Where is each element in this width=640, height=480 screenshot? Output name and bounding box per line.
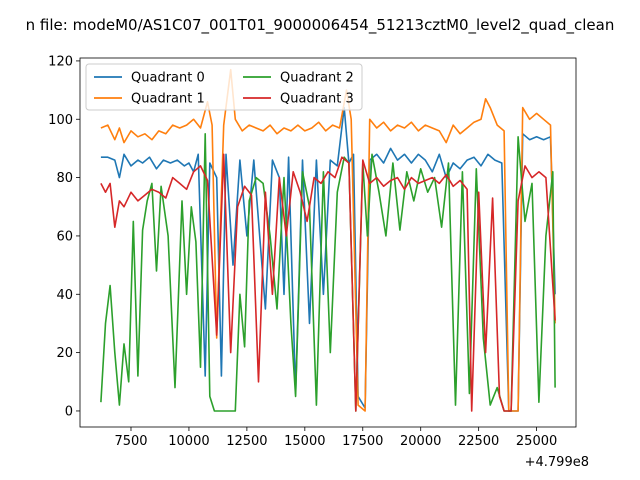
series-line-quadrant-2 — [100, 133, 556, 412]
legend-label-quadrant-2: Quadrant 2 — [280, 71, 354, 86]
series-line-quadrant-1 — [100, 68, 556, 412]
x-offset-label: +4.799e8 — [525, 455, 589, 470]
y-tick-label: 120 — [48, 54, 73, 69]
series-layer — [100, 68, 556, 412]
legend-label-quadrant-3: Quadrant 3 — [280, 92, 354, 107]
y-tick-label: 60 — [56, 229, 73, 244]
x-axis: 7500 10000 12500 15000 17500 20000 22500 25000 — [114, 427, 557, 449]
legend-label-quadrant-0: Quadrant 0 — [131, 71, 205, 86]
y-tick-label: 40 — [56, 288, 73, 303]
series-line-quadrant-3 — [100, 153, 556, 412]
legend-label-quadrant-1: Quadrant 1 — [131, 92, 205, 107]
y-tick-label: 0 — [65, 404, 73, 419]
legend-box — [85, 63, 363, 111]
y-tick-label: 100 — [48, 113, 73, 128]
series-line-quadrant-0 — [100, 106, 556, 412]
x-tick-label: 12500 — [226, 434, 267, 449]
x-tick-label: 25000 — [516, 434, 557, 449]
x-tick-label: 15000 — [284, 434, 325, 449]
y-axis: 0 20 40 60 80 100 120 — [48, 54, 80, 419]
x-tick-label: 17500 — [342, 434, 383, 449]
y-tick-label: 20 — [56, 346, 73, 361]
axes-frame — [79, 57, 577, 428]
x-tick-label: 22500 — [458, 434, 499, 449]
y-tick-label: 80 — [56, 171, 73, 186]
x-tick-label: 20000 — [400, 434, 441, 449]
x-tick-label: 7500 — [114, 434, 147, 449]
chart-title: n file: modeM0/AS1C07_001T01_9000006454_… — [26, 16, 615, 35]
legend: Quadrant 0 Quadrant 1 Quadrant 2 Quadrant 3 — [85, 63, 363, 111]
x-tick-label: 10000 — [168, 434, 209, 449]
